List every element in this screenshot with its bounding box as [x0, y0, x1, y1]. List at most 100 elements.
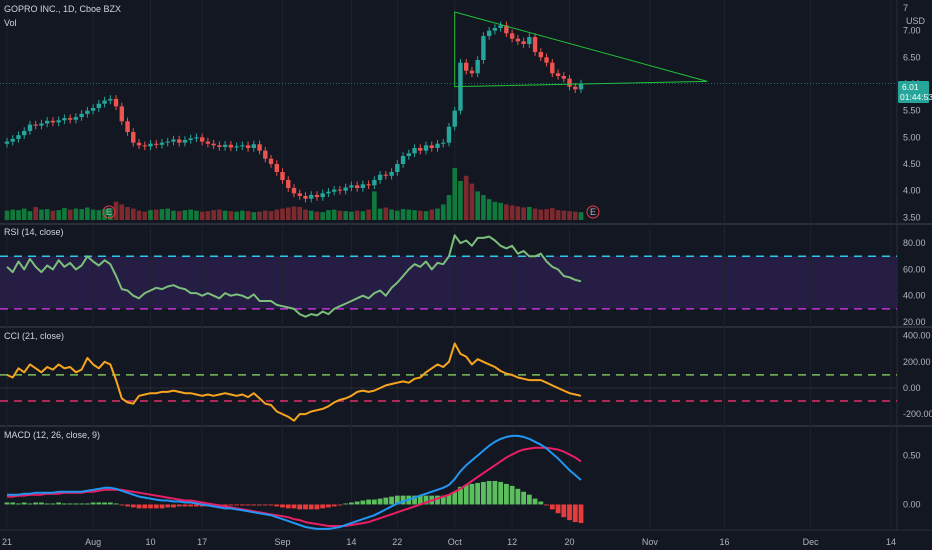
cci-title[interactable]: CCI (21, close) — [4, 331, 64, 341]
candle-body — [62, 118, 67, 121]
volume-bar — [527, 207, 532, 220]
macd-histogram-bar — [245, 504, 251, 506]
volume-bar — [90, 209, 96, 220]
x-tick-label: 17 — [197, 537, 207, 547]
y-tick-label: 40.00 — [903, 291, 926, 301]
earnings-marker[interactable]: E — [102, 205, 116, 219]
x-tick-label: 10 — [145, 537, 155, 547]
volume-bar — [280, 208, 285, 220]
volume-bar — [222, 210, 228, 220]
candle-body — [194, 137, 199, 139]
volume-bar — [39, 209, 44, 220]
candle-body — [567, 78, 572, 87]
macd-histogram-bar — [458, 486, 463, 505]
triangle-outline — [454, 11, 708, 88]
candle-body — [240, 145, 245, 147]
rsi-title[interactable]: RSI (14, close) — [4, 227, 64, 237]
macd-histogram-bar — [33, 502, 39, 505]
candle-body — [188, 138, 193, 140]
triangle-pattern[interactable] — [0, 11, 897, 88]
candle-body — [96, 103, 102, 108]
volume-bar — [308, 210, 314, 220]
candle-body — [377, 174, 383, 180]
x-tick-label: Aug — [85, 537, 101, 547]
symbol-title[interactable]: GOPRO INC., 1D, Cboe BZX — [4, 4, 121, 14]
candle-body — [544, 57, 549, 63]
candle-body — [291, 188, 297, 194]
macd-histogram-bar — [572, 504, 578, 523]
macd-histogram-bar — [349, 502, 354, 505]
candle-body — [475, 60, 480, 74]
volume-bar — [372, 191, 377, 220]
macd-histogram-bar — [125, 504, 130, 507]
macd-histogram-bar — [194, 504, 199, 507]
volume-bar — [27, 211, 33, 220]
volume-bar — [188, 209, 193, 220]
macd-histogram-bar — [303, 504, 308, 510]
volume-bar — [199, 211, 205, 220]
volume-bar — [165, 208, 171, 220]
volume-bar — [463, 175, 469, 220]
candle-body — [481, 36, 486, 60]
candle-body — [16, 135, 21, 139]
candle-body — [550, 62, 555, 74]
y-tick-label: 0.00 — [903, 383, 921, 393]
macd-histogram-bar — [102, 502, 107, 505]
candle-body — [360, 184, 366, 188]
macd-histogram-bar — [44, 503, 50, 505]
volume-bar — [458, 181, 463, 220]
earnings-marker-label: E — [106, 207, 112, 217]
volume-bar — [171, 210, 176, 220]
volume-bar — [498, 202, 503, 220]
macd-histogram-bar — [320, 504, 326, 509]
y-tick-label: 6.50 — [903, 52, 921, 62]
macd-histogram-bar — [475, 482, 481, 505]
candle-body — [337, 189, 343, 191]
volume-bar — [44, 209, 50, 220]
macd-histogram-bar — [492, 480, 498, 505]
macd-histogram-bar — [532, 498, 538, 505]
volume-bar — [389, 209, 394, 220]
candle-body — [343, 187, 348, 191]
volume-bar — [21, 208, 27, 220]
macd-title[interactable]: MACD (12, 26, close, 9) — [4, 430, 100, 440]
volume-bar — [285, 207, 291, 220]
volume-bar — [102, 209, 107, 220]
candle-body — [177, 139, 182, 143]
candle-body — [452, 110, 457, 127]
volume-bar — [176, 211, 182, 220]
candle-body — [509, 33, 515, 39]
macd-histogram-bar — [549, 504, 555, 510]
macd-series — [4, 434, 584, 530]
volume-bar — [561, 210, 567, 220]
macd-histogram-bar — [113, 503, 119, 505]
macd-histogram-bar — [62, 503, 67, 505]
candle-body — [119, 106, 124, 122]
macd-histogram-bar — [544, 504, 549, 506]
macd-histogram-bar — [171, 504, 176, 508]
candle-body — [538, 52, 544, 58]
volume-bar — [268, 211, 274, 220]
candle-body — [504, 25, 509, 34]
rsi-series — [6, 234, 582, 318]
candle-body — [331, 189, 337, 192]
volume-bar — [354, 210, 360, 220]
earnings-marker-label: E — [590, 207, 596, 217]
macd-histogram-bar — [389, 496, 394, 505]
y-tick-label: 5.00 — [903, 132, 921, 142]
macd-histogram-bar — [314, 504, 320, 510]
candle-body — [165, 141, 170, 143]
macd-histogram-bar — [503, 483, 509, 505]
candle-body — [50, 120, 56, 123]
volume-bar — [366, 209, 371, 220]
candle-body — [79, 113, 84, 118]
candle-body — [366, 184, 371, 186]
candle-body — [486, 30, 492, 36]
macd-line — [7, 434, 582, 530]
earnings-marker[interactable]: E — [586, 205, 600, 219]
candle-body — [171, 139, 176, 142]
volume-bar — [297, 207, 303, 220]
x-tick-label: Nov — [642, 537, 659, 547]
volume-bar — [148, 210, 153, 220]
